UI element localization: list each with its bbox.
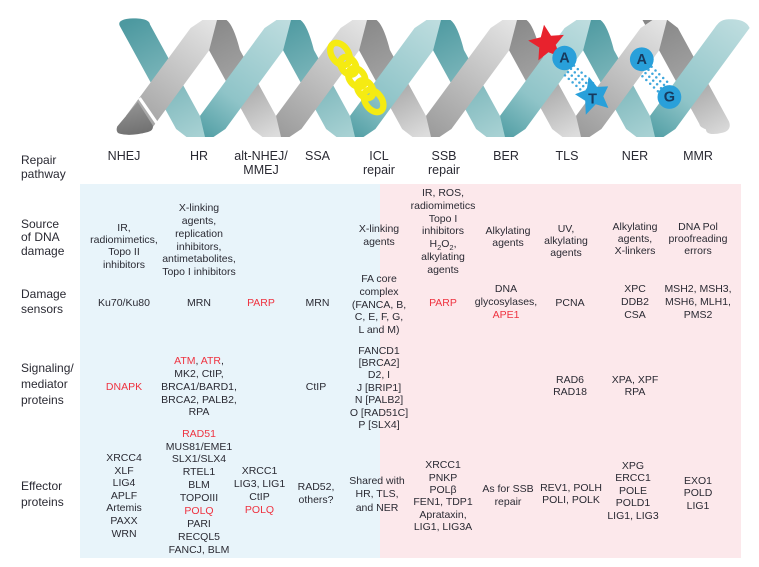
svg-text:A: A (559, 51, 570, 67)
svg-text:G: G (664, 90, 675, 106)
svg-text:A: A (637, 52, 648, 68)
svg-text:T: T (588, 92, 597, 108)
